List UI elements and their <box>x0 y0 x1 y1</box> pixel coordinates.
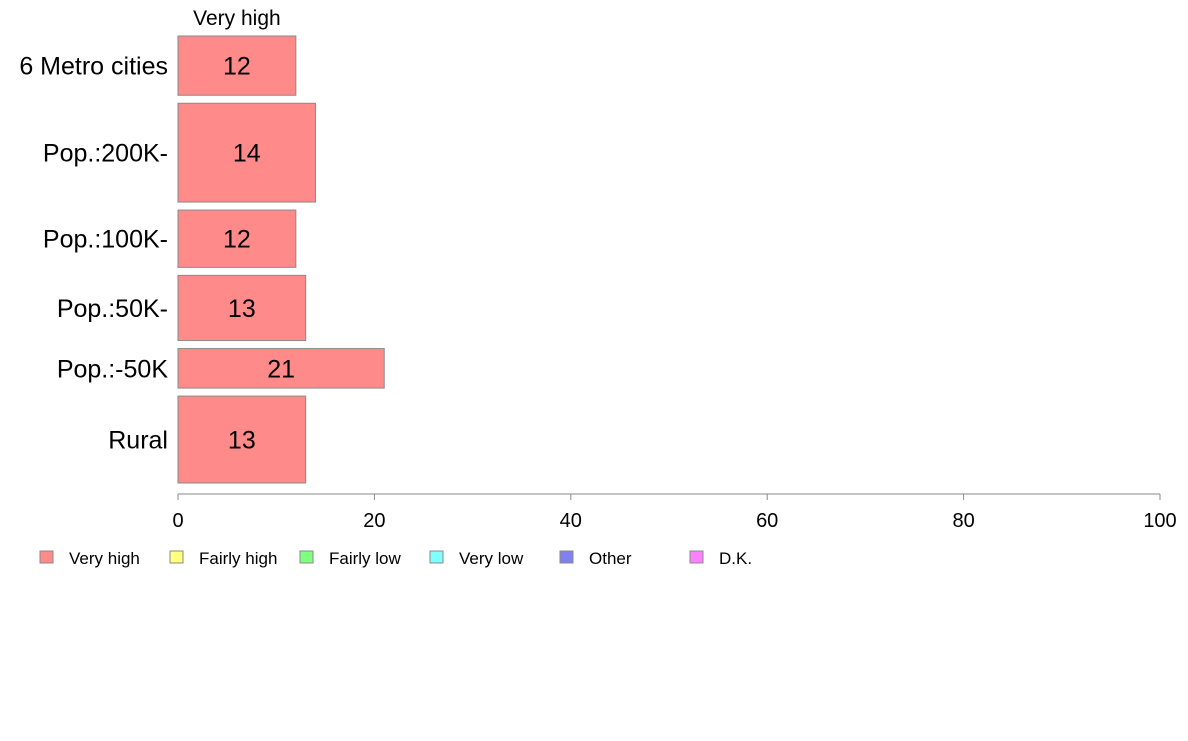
legend-swatch <box>689 550 704 564</box>
x-tick-label: 60 <box>756 510 778 532</box>
data-label: 13 <box>228 427 256 455</box>
legend-label: D.K. <box>719 549 752 568</box>
category-label: Rural <box>108 427 168 455</box>
data-label: 21 <box>267 355 295 383</box>
data-label: 14 <box>233 140 261 168</box>
bar-segment <box>177 35 297 96</box>
data-label: 12 <box>223 226 251 254</box>
legend-swatch <box>429 550 444 564</box>
legend-label: Fairly low <box>329 549 402 568</box>
category-label: Pop.:-50K <box>57 355 169 383</box>
bar-segment <box>177 274 307 342</box>
bar-segment <box>177 209 297 268</box>
bar-segment <box>177 395 307 484</box>
x-tick-label: 20 <box>363 510 385 532</box>
x-tick-label: 80 <box>952 510 974 532</box>
category-label: 6 Metro cities <box>19 53 168 81</box>
data-label: 13 <box>228 295 256 323</box>
legend-swatch <box>299 550 314 564</box>
column-header: Very high <box>193 7 281 30</box>
legend-swatch <box>559 550 574 564</box>
bar-segment <box>177 102 316 203</box>
x-tick-label: 100 <box>1143 510 1176 532</box>
category-label: Pop.:200K- <box>43 140 168 168</box>
legend-swatch <box>39 550 54 564</box>
legend-label: Very low <box>459 549 524 568</box>
legend-swatch <box>169 550 184 564</box>
data-label: 12 <box>223 53 251 81</box>
bars-layer: Very high 6 Metro cities 12 Pop.:200K- 14 Pop… <box>19 7 385 484</box>
category-label: Pop.:100K- <box>43 226 168 254</box>
legend-label: Other <box>589 549 632 568</box>
legend-label: Very high <box>69 549 140 568</box>
legend: Very high Fairly high Fairly low Very low Ot… <box>39 549 752 568</box>
x-tick-label: 40 <box>560 510 582 532</box>
category-label: Pop.:50K- <box>57 295 168 323</box>
legend-label: Fairly high <box>199 549 277 568</box>
bar-segment <box>177 348 385 389</box>
x-axis: 0 20 40 60 80 100 <box>172 493 1177 532</box>
x-tick-label: 0 <box>172 510 183 532</box>
